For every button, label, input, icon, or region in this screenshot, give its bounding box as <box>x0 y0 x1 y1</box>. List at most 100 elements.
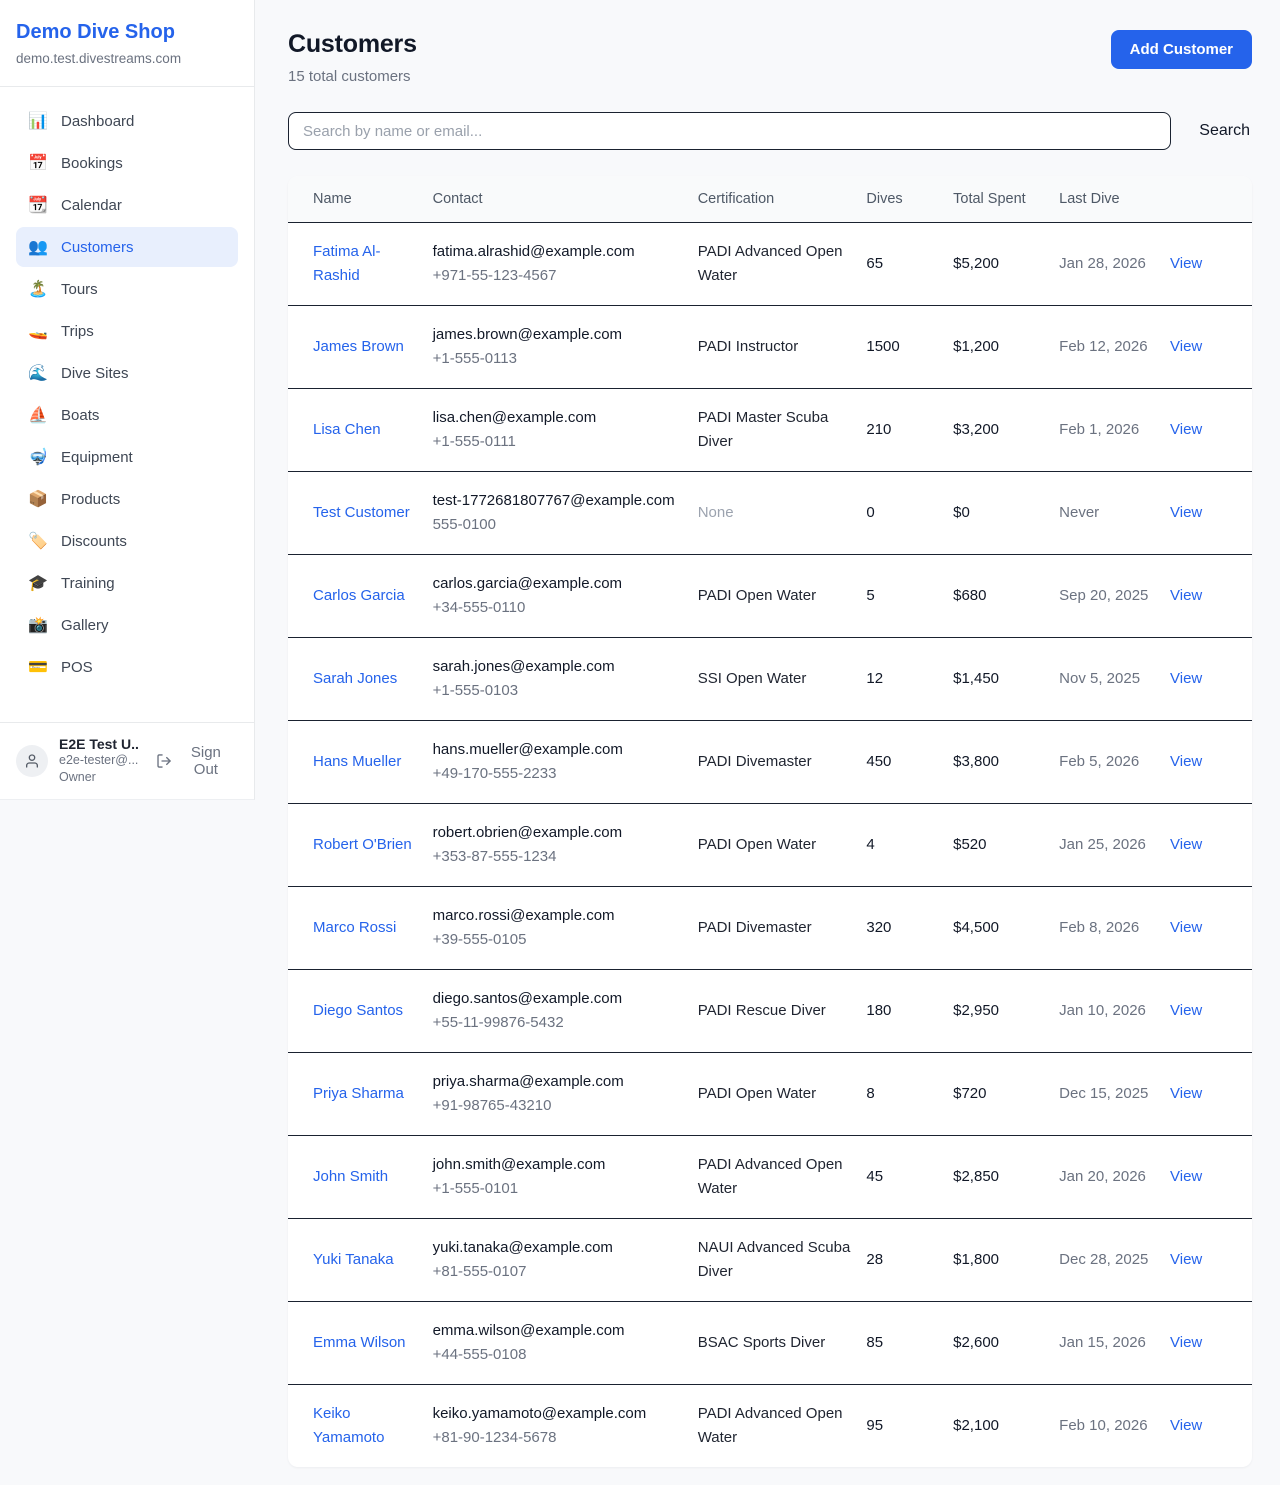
customer-dives: 180 <box>866 969 954 1054</box>
customer-name-link[interactable]: James Brown <box>313 338 404 356</box>
customer-email: hans.mueller@example.com <box>432 741 623 759</box>
sidebar-item-products[interactable]: 📦 Products <box>28 490 121 509</box>
speedboat-icon: 🚤 <box>28 323 48 340</box>
view-link[interactable]: View <box>1170 670 1203 688</box>
sidebar-user-panel: E2E Test U... e2e-tester@... Owner Sign … <box>0 722 254 799</box>
customer-dives: 28 <box>866 1218 954 1303</box>
calendar-bookings-icon: 📅 <box>28 155 48 172</box>
customer-total-spent: $2,950 <box>953 969 1060 1054</box>
column-header-last-dive: Last Dive <box>1059 176 1171 224</box>
sidebar-item-equipment[interactable]: 🤿 Equipment <box>28 448 133 467</box>
customer-email: sarah.jones@example.com <box>432 658 615 676</box>
view-link[interactable]: View <box>1170 421 1203 439</box>
customer-certification: BSAC Sports Diver <box>697 1301 867 1386</box>
customer-certification: PADI Divemaster <box>697 720 867 805</box>
customer-name-link[interactable]: John Smith <box>313 1168 389 1186</box>
customer-email: carlos.garcia@example.com <box>432 575 623 593</box>
customer-phone: +55-11-99876-5432 <box>432 1014 564 1032</box>
customer-phone: 555-0100 <box>432 516 496 534</box>
view-link[interactable]: View <box>1170 255 1203 273</box>
sidebar-item-customers[interactable]: 👥 Customers <box>16 227 238 267</box>
customer-last-dive: Feb 10, 2026 <box>1059 1417 1148 1435</box>
customers-table: Name Contact Certification Dives Total S… <box>288 176 1252 1467</box>
customer-dives: 8 <box>866 1052 954 1137</box>
view-link[interactable]: View <box>1170 338 1203 356</box>
search-button[interactable]: Search <box>1197 118 1252 144</box>
customer-email: fatima.alrashid@example.com <box>432 243 635 261</box>
view-link[interactable]: View <box>1170 504 1203 522</box>
view-link[interactable]: View <box>1170 753 1203 771</box>
customer-certification: PADI Open Water <box>697 803 867 888</box>
package-icon: 📦 <box>28 491 48 508</box>
customer-last-dive: Feb 12, 2026 <box>1059 305 1171 390</box>
sign-out-button[interactable]: Sign Out <box>150 743 238 779</box>
customer-name-link[interactable]: Emma Wilson <box>313 1334 406 1352</box>
sidebar-item-tours[interactable]: 🏝️ Tours <box>28 280 98 299</box>
customer-name-link[interactable]: Priya Sharma <box>313 1085 404 1103</box>
customer-total-spent: $680 <box>953 554 1060 639</box>
wave-icon: 🌊 <box>28 365 48 382</box>
customer-name-link[interactable]: Robert O'Brien <box>313 836 412 854</box>
view-link[interactable]: View <box>1170 1417 1203 1435</box>
sidebar-item-dashboard[interactable]: 📊 Dashboard <box>28 112 135 131</box>
customer-total-spent: $1,200 <box>953 305 1060 390</box>
customer-certification: PADI Advanced Open Water <box>697 222 867 307</box>
sidebar: Demo Dive Shop demo.test.divestreams.com… <box>0 0 255 800</box>
sidebar-item-calendar[interactable]: 📆 Calendar <box>28 196 122 215</box>
customer-name-link[interactable]: Yuki Tanaka <box>313 1251 394 1269</box>
customer-phone: +81-90-1234-5678 <box>432 1429 557 1447</box>
sidebar-item-boats[interactable]: ⛵ Boats <box>28 406 100 425</box>
customer-name-link[interactable]: Marco Rossi <box>313 919 397 937</box>
sidebar-item-bookings[interactable]: 📅 Bookings <box>28 154 123 173</box>
view-link[interactable]: View <box>1170 1334 1203 1352</box>
customer-last-dive: Jan 28, 2026 <box>1059 222 1171 307</box>
customer-name-link[interactable]: Lisa Chen <box>313 421 381 439</box>
sidebar-item-training[interactable]: 🎓 Training <box>28 574 115 593</box>
customer-name-link[interactable]: Keiko Yamamoto <box>313 1405 385 1447</box>
column-header-contact: Contact <box>432 176 698 224</box>
view-link[interactable]: View <box>1170 1002 1203 1020</box>
view-link[interactable]: View <box>1170 1251 1203 1269</box>
sidebar-item-trips[interactable]: 🚤 Trips <box>28 322 94 341</box>
customer-name-link[interactable]: Fatima Al-Rashid <box>313 243 381 285</box>
customer-email: robert.obrien@example.com <box>432 824 623 842</box>
customer-certification: PADI Open Water <box>697 1052 867 1137</box>
view-link[interactable]: View <box>1170 1085 1203 1103</box>
people-icon: 👥 <box>28 239 48 256</box>
sidebar-item-pos[interactable]: 💳 POS <box>28 658 93 677</box>
customer-name-link[interactable]: Diego Santos <box>313 1002 404 1020</box>
view-link[interactable]: View <box>1170 836 1203 854</box>
customer-total-spent: $3,800 <box>953 720 1060 805</box>
table-row: Fatima Al-Rashid fatima.alrashid@example… <box>288 222 1252 307</box>
customer-certification: NAUI Advanced Scuba Diver <box>697 1218 867 1303</box>
customer-name-link[interactable]: Carlos Garcia <box>313 587 405 605</box>
user-email: e2e-tester@... <box>59 753 139 768</box>
shop-domain: demo.test.divestreams.com <box>16 51 182 66</box>
customer-certification: SSI Open Water <box>697 637 867 722</box>
customer-dives: 85 <box>866 1301 954 1386</box>
sidebar-item-gallery[interactable]: 📸 Gallery <box>28 616 109 635</box>
sidebar-item-dive-sites[interactable]: 🌊 Dive Sites <box>28 364 129 383</box>
customer-last-dive: Feb 1, 2026 <box>1059 388 1171 473</box>
customer-name-link[interactable]: Sarah Jones <box>313 670 398 688</box>
customer-certification: PADI Divemaster <box>697 886 867 971</box>
view-link[interactable]: View <box>1170 587 1203 605</box>
customer-certification: PADI Rescue Diver <box>697 969 867 1054</box>
sidebar-item-discounts[interactable]: 🏷️ Discounts <box>28 532 127 551</box>
table-row: Keiko Yamamoto keiko.yamamoto@example.co… <box>288 1385 1252 1468</box>
customer-email: marco.rossi@example.com <box>432 907 615 925</box>
add-customer-button[interactable]: Add Customer <box>1110 30 1252 69</box>
customer-total-spent: $0 <box>953 471 1060 556</box>
search-input[interactable] <box>288 112 1172 150</box>
customer-dives: 12 <box>866 637 954 722</box>
table-row: Yuki Tanaka yuki.tanaka@example.com +81-… <box>288 1218 1252 1303</box>
customer-name-link[interactable]: Test Customer <box>313 504 410 522</box>
page-header: Customers 15 total customers Add Custome… <box>288 30 1252 85</box>
view-link[interactable]: View <box>1170 1168 1203 1186</box>
customer-total-spent: $5,200 <box>953 222 1060 307</box>
customer-last-dive: Feb 5, 2026 <box>1059 720 1171 805</box>
table-row: Diego Santos diego.santos@example.com +5… <box>288 969 1252 1054</box>
view-link[interactable]: View <box>1170 919 1203 937</box>
customer-name-link[interactable]: Hans Mueller <box>313 753 402 771</box>
customer-phone: +971-55-123-4567 <box>432 267 557 285</box>
